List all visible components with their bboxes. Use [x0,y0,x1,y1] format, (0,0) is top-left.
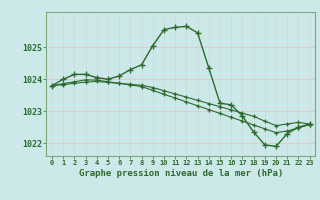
X-axis label: Graphe pression niveau de la mer (hPa): Graphe pression niveau de la mer (hPa) [79,169,283,178]
